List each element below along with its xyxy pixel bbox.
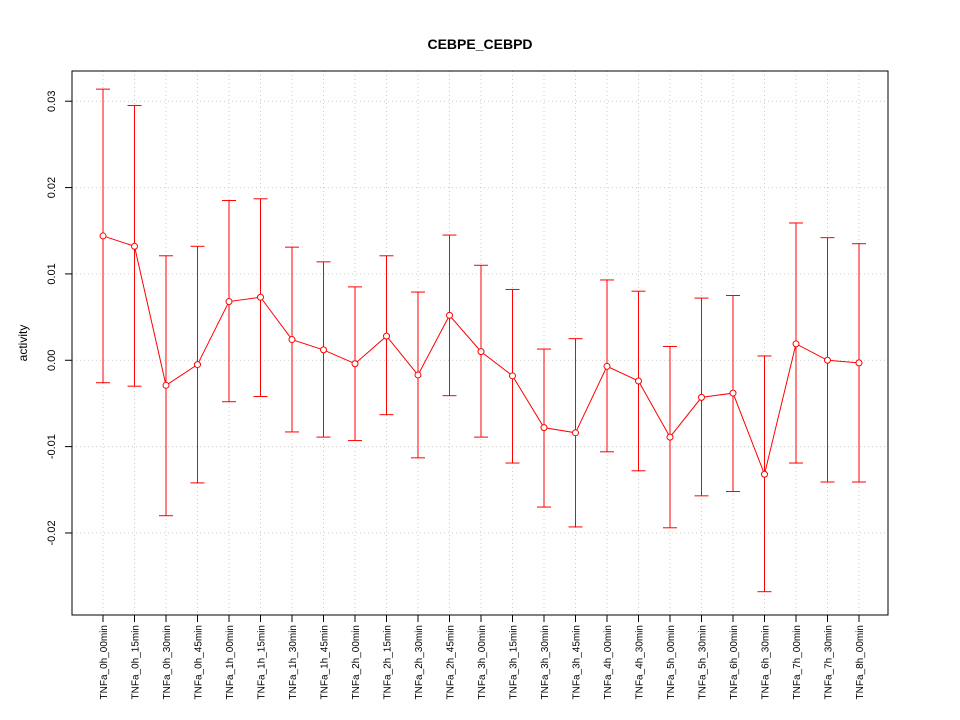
data-point: [446, 311, 453, 319]
data-point: [761, 470, 768, 478]
data-point: [351, 360, 359, 368]
x-tick-label: TNFa_1h_45min: [320, 625, 331, 699]
y-tick-label: 0.01: [46, 263, 58, 284]
x-tick-label: TNFa_2h_00min: [351, 625, 362, 699]
plot-frame: [71, 70, 889, 616]
data-point: [792, 340, 800, 348]
data-point: [855, 359, 863, 367]
data-point: [540, 424, 548, 432]
data-point: [320, 346, 327, 354]
data-point: [383, 332, 390, 340]
x-tick-label: TNFa_1h_00min: [225, 625, 236, 699]
data-point: [666, 433, 674, 441]
x-tick-label: TNFa_2h_30min: [414, 625, 425, 699]
data-point: [824, 356, 831, 364]
y-tick-label: -0.02: [46, 520, 58, 545]
x-tick-label: TNFa_5h_30min: [698, 625, 709, 699]
x-tick-label: TNFa_0h_45min: [194, 625, 205, 699]
y-tick-label: -0.01: [46, 434, 58, 459]
data-point: [509, 372, 516, 380]
x-tick-label: TNFa_3h_15min: [509, 625, 520, 699]
chart-title: CEBPE_CEBPD: [427, 36, 532, 52]
data-point: [414, 371, 422, 379]
y-axis-label: activity: [16, 325, 30, 362]
data-point: [257, 293, 264, 301]
x-tick-label: TNFa_7h_30min: [824, 625, 835, 699]
x-tick-label: TNFa_1h_30min: [288, 625, 299, 699]
y-tick-label: 0.00: [46, 350, 58, 371]
x-tick-label: TNFa_1h_15min: [257, 625, 268, 699]
data-point: [635, 377, 642, 385]
data-point: [131, 242, 138, 250]
x-tick-label: TNFa_3h_45min: [572, 625, 583, 699]
y-tick-label: 0.02: [46, 177, 58, 198]
x-tick-label: TNFa_6h_00min: [729, 625, 740, 699]
x-axis: TNFa_0h_00min TNFa_0h_15min TNFa_0h_30min T…: [99, 614, 866, 699]
data-point: [572, 429, 579, 437]
x-tick-label: TNFa_6h_30min: [761, 625, 772, 699]
x-tick-label: TNFa_4h_00min: [603, 625, 614, 699]
data-point: [99, 232, 107, 240]
series-layer: [96, 88, 866, 593]
data-point: [225, 298, 233, 306]
x-tick-label: TNFa_3h_30min: [540, 625, 551, 699]
x-tick-label: TNFa_5h_00min: [666, 625, 677, 699]
y-tick-label: 0.03: [46, 91, 58, 112]
x-tick-label: TNFa_0h_30min: [162, 625, 173, 699]
x-tick-label: TNFa_0h_00min: [99, 625, 110, 699]
x-tick-label: TNFa_4h_30min: [635, 625, 646, 699]
x-tick-label: TNFa_7h_00min: [792, 625, 803, 699]
data-point: [288, 336, 296, 344]
y-axis: -0.02 -0.01 0.00 0.01 0.02 0.03: [46, 91, 73, 546]
data-point: [162, 381, 170, 389]
data-point: [194, 361, 201, 369]
data-point: [603, 362, 611, 370]
data-point: [477, 348, 485, 356]
data-point: [729, 389, 737, 397]
x-tick-label: TNFa_2h_15min: [383, 625, 394, 699]
x-tick-label: TNFa_3h_00min: [477, 625, 488, 699]
x-tick-label: TNFa_0h_15min: [131, 625, 142, 699]
data-point: [698, 393, 705, 401]
grid-layer: [72, 71, 888, 615]
x-tick-label: TNFa_8h_00min: [855, 625, 866, 699]
x-tick-label: TNFa_2h_45min: [446, 625, 457, 699]
